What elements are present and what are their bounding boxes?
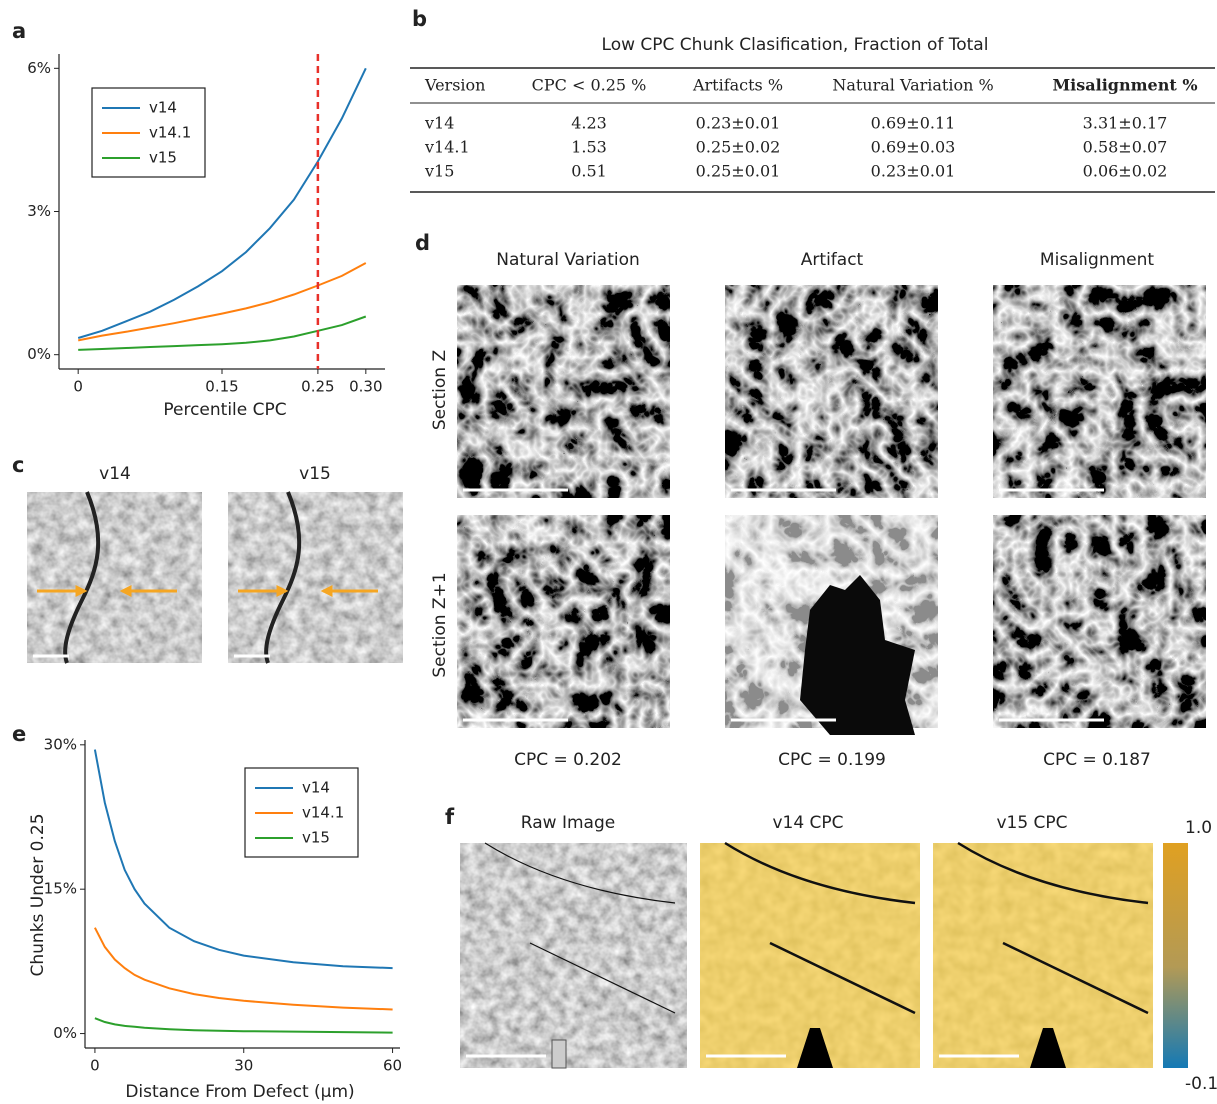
membrane (264, 491, 302, 664)
image-title: Raw Image (521, 813, 615, 833)
micrograph (228, 492, 403, 663)
micrograph (993, 285, 1206, 498)
x-tick-label: 0.25 (301, 378, 334, 396)
table-title: Low CPC Chunk Clasification, Fraction of… (602, 35, 989, 55)
row-title: Section Z (430, 350, 450, 430)
x-tick-label: 30 (234, 1057, 253, 1075)
defect-wedge (1030, 1028, 1066, 1068)
micrograph (725, 285, 938, 498)
x-tick-label: 0 (73, 378, 83, 396)
table-header: Version (424, 76, 485, 95)
defect-line (957, 841, 1149, 905)
micrograph (457, 285, 670, 498)
table-cell: v14 (424, 114, 454, 133)
x-axis-label: Distance From Defect (µm) (125, 1082, 354, 1102)
membrane (63, 491, 101, 664)
y-tick-label: 0% (27, 345, 51, 363)
table-cell: 0.69±0.03 (871, 138, 956, 157)
image-title: v14 (99, 464, 131, 484)
panel-label: a (12, 19, 26, 43)
cpc-label: CPC = 0.199 (778, 750, 886, 770)
defect-line (484, 842, 676, 904)
legend-label: v15 (149, 149, 177, 167)
column-title: Misalignment (1040, 250, 1154, 270)
defect-wedge (551, 1039, 567, 1069)
colorbar-label: -0.1 (1185, 1074, 1217, 1094)
x-tick-label: 0.15 (205, 378, 238, 396)
image-title: v14 CPC (772, 813, 843, 833)
line-series (93, 749, 393, 970)
x-axis-label: Percentile CPC (163, 400, 286, 420)
legend-label: v14 (149, 99, 177, 117)
table-header: CPC < 0.25 % (532, 76, 647, 95)
table-cell: 0.23±0.01 (871, 162, 956, 181)
cpc-label: CPC = 0.202 (514, 750, 622, 770)
legend-label: v14.1 (149, 124, 191, 142)
table-cell: 0.23±0.01 (696, 114, 781, 133)
table-cell: 0.25±0.02 (696, 138, 781, 157)
table-cell: v15 (424, 162, 454, 181)
table-cell: v14.1 (424, 138, 470, 157)
image-title: v15 (299, 464, 331, 484)
x-tick-label: 0.30 (349, 378, 382, 396)
table-cell: 0.69±0.11 (871, 114, 956, 133)
y-tick-label: 3% (27, 202, 51, 220)
panel-label: e (12, 722, 26, 746)
table-cell: 0.58±0.07 (1083, 138, 1168, 157)
artifact-blob (800, 575, 915, 735)
legend-label: v14.1 (302, 804, 344, 822)
image-layer (27, 285, 1206, 1069)
panel-label: f (445, 805, 455, 829)
cpc-label: CPC = 0.187 (1043, 750, 1151, 770)
micrograph (460, 843, 687, 1068)
table-cell: 0.25±0.01 (696, 162, 781, 181)
defect-wedge (797, 1028, 833, 1068)
defect-line (529, 942, 676, 1014)
line-series (94, 927, 393, 1011)
micrograph (993, 515, 1206, 728)
defect-line (769, 941, 916, 1015)
table-cell: 0.06±0.02 (1083, 162, 1168, 181)
y-tick-label: 0% (53, 1024, 77, 1042)
y-tick-label: 15% (44, 880, 77, 898)
column-title: Artifact (801, 250, 864, 270)
micrograph (27, 492, 202, 663)
y-tick-label: 6% (27, 59, 51, 77)
panel-label: b (412, 7, 427, 31)
line-series (94, 1017, 393, 1034)
table-cell: 0.51 (571, 162, 607, 181)
column-title: Natural Variation (496, 250, 640, 270)
x-tick-label: 0 (90, 1057, 100, 1075)
table-header: Misalignment % (1052, 76, 1197, 95)
table-header: Artifacts % (692, 76, 783, 95)
table-cell: 4.23 (571, 114, 607, 133)
line-series (77, 67, 367, 339)
colorbar (1163, 843, 1188, 1068)
image-title: v15 CPC (996, 813, 1067, 833)
y-tick-label: 30% (44, 735, 77, 753)
panel-label: d (415, 231, 430, 255)
panel-label: c (12, 453, 24, 477)
x-tick-label: 60 (383, 1057, 402, 1075)
legend-label: v15 (302, 829, 330, 847)
colorbar-label: 1.0 (1185, 818, 1212, 838)
table-header: Natural Variation % (832, 76, 993, 95)
row-title: Section Z+1 (430, 572, 450, 677)
defect-line (724, 841, 916, 905)
defect-line (1002, 941, 1149, 1015)
micrograph (457, 515, 670, 728)
y-axis-label: Chunks Under 0.25 (28, 813, 48, 976)
legend-label: v14 (302, 779, 330, 797)
table-cell: 3.31±0.17 (1083, 114, 1168, 133)
table-cell: 1.53 (571, 138, 607, 157)
